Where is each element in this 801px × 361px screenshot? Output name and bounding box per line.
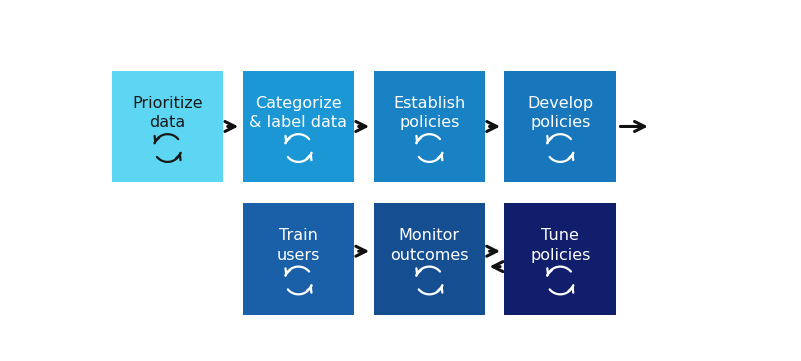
Text: Tune
policies: Tune policies [530,229,590,262]
Text: Prioritize
data: Prioritize data [132,96,203,130]
Bar [373,203,485,315]
Text: Categorize
& label data: Categorize & label data [249,96,348,130]
Bar [243,71,354,182]
Text: Monitor
outcomes: Monitor outcomes [390,229,469,262]
Text: Establish
policies: Establish policies [393,96,465,130]
Bar [505,71,616,182]
Bar [112,71,223,182]
Text: Develop
policies: Develop policies [527,96,594,130]
Bar [373,71,485,182]
Text: Train
users: Train users [277,229,320,262]
Bar [243,203,354,315]
Bar [505,203,616,315]
